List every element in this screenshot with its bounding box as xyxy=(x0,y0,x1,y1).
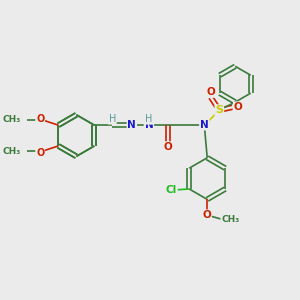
Text: Cl: Cl xyxy=(166,185,177,195)
Text: O: O xyxy=(206,87,215,97)
Text: CH₃: CH₃ xyxy=(3,116,21,124)
Text: O: O xyxy=(234,102,242,112)
Text: N: N xyxy=(145,120,153,130)
Text: O: O xyxy=(202,210,211,220)
Text: H: H xyxy=(145,114,153,124)
Text: N: N xyxy=(128,120,136,130)
Text: O: O xyxy=(163,142,172,152)
Text: CH₃: CH₃ xyxy=(3,147,21,156)
Text: CH₃: CH₃ xyxy=(221,215,239,224)
Text: H: H xyxy=(109,114,116,124)
Text: S: S xyxy=(215,105,223,115)
Text: N: N xyxy=(200,120,209,130)
Text: O: O xyxy=(36,113,44,124)
Text: O: O xyxy=(36,148,44,158)
